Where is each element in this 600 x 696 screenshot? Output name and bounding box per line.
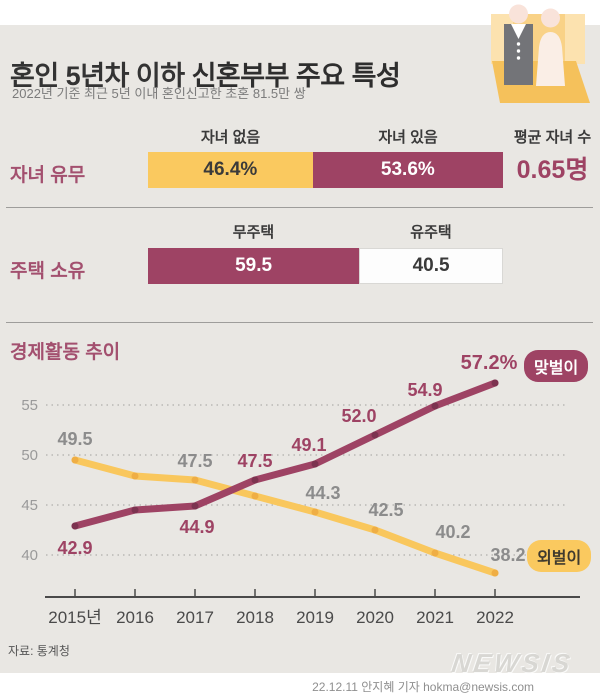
children-bar-seg-no-child: 46.4% — [148, 152, 313, 188]
housing-bar-seg-has-house: 40.5 — [359, 248, 503, 284]
page-title: 혼인 5년차 이하 신혼부부 주요 특성 — [10, 54, 401, 93]
legend-badge-dual-income: 맞벌이 — [524, 350, 589, 382]
svg-text:47.5: 47.5 — [237, 451, 272, 471]
housing-col2-header: 유주택 — [410, 224, 452, 241]
children-col1-header: 자녀 없음 — [200, 129, 261, 146]
svg-text:2018: 2018 — [236, 608, 274, 627]
housing-col1-header: 무주택 — [232, 224, 275, 241]
page-title-bold: 신혼부부 주요 특성 — [191, 61, 401, 92]
svg-text:2022: 2022 — [476, 608, 514, 627]
children-bar-seg-has-child: 53.6% — [312, 152, 503, 188]
svg-text:49.5: 49.5 — [57, 429, 92, 449]
svg-text:2015년: 2015년 — [48, 608, 101, 627]
section-divider-2 — [6, 322, 593, 323]
svg-text:54.9: 54.9 — [407, 380, 442, 400]
children-row-label: 자녀 유무 — [10, 165, 86, 186]
svg-text:42.9: 42.9 — [57, 538, 92, 558]
housing-bar-seg-no-house: 59.5 — [148, 248, 360, 284]
children-avg-value: 0.65명 — [516, 156, 589, 184]
wedding-couple-icon — [491, 4, 590, 103]
svg-text:2017: 2017 — [176, 608, 214, 627]
svg-text:44.9: 44.9 — [179, 517, 214, 537]
children-stacked-bar: 46.4% 53.6% — [148, 152, 503, 188]
svg-text:2019: 2019 — [296, 608, 334, 627]
svg-text:42.5: 42.5 — [368, 500, 403, 520]
svg-text:52.0: 52.0 — [341, 406, 376, 426]
children-avg-header: 평균 자녀 수 — [513, 129, 592, 146]
section-divider-1 — [6, 207, 593, 208]
footer-strip — [0, 673, 600, 696]
housing-row-label: 주택 소유 — [10, 261, 86, 282]
page-title-regular: 혼인 5년차 이하 — [10, 61, 192, 92]
svg-text:40: 40 — [21, 547, 38, 564]
svg-text:57.2%: 57.2% — [461, 352, 518, 374]
data-source: 자료: 통계청 — [8, 644, 70, 658]
newsis-watermark-logo: NEWSIS — [449, 648, 575, 678]
svg-text:40.2: 40.2 — [435, 522, 470, 542]
svg-text:55: 55 — [21, 397, 38, 414]
chart-title: 경제활동 추이 — [10, 342, 121, 363]
children-col2-header: 자녀 있음 — [378, 129, 438, 146]
svg-text:44.3: 44.3 — [305, 483, 340, 503]
svg-text:47.5: 47.5 — [177, 451, 212, 471]
reporter-credit: 22.12.11 안지혜 기자 hokma@newsis.com — [312, 680, 534, 694]
svg-text:49.1: 49.1 — [291, 435, 326, 455]
svg-text:2021: 2021 — [416, 608, 454, 627]
svg-text:2020: 2020 — [356, 608, 394, 627]
background-band — [0, 25, 600, 673]
svg-text:50: 50 — [21, 447, 38, 464]
legend-badge-single-income: 외벌이 — [527, 540, 592, 572]
svg-text:2016: 2016 — [116, 608, 154, 627]
page-subtitle: 2022년 기준 최근 5년 이내 혼인신고한 초혼 81.5만 쌍 — [12, 86, 306, 101]
housing-stacked-bar: 59.5 40.5 — [148, 248, 503, 284]
svg-text:45: 45 — [21, 497, 38, 514]
economic-chart-svg: 55 50 45 40 2015년 2016 2017 2018 2019 2020 2021 202… — [21, 352, 580, 627]
svg-text:38.2: 38.2 — [490, 545, 525, 565]
